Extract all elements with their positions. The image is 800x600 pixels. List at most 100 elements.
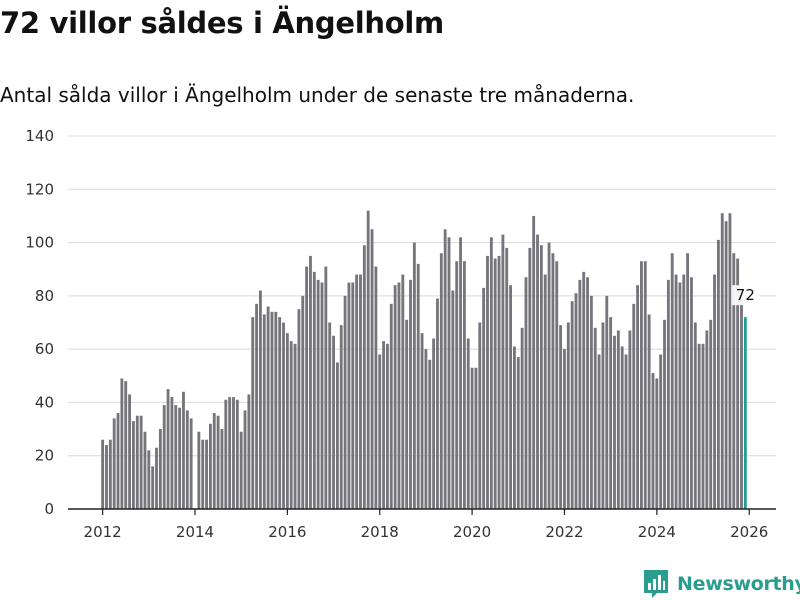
chart-subtitle: Antal sålda villor i Ängelholm under de … — [0, 83, 635, 107]
bar — [282, 322, 285, 509]
x-tick-label: 2026 — [730, 523, 768, 541]
bar — [216, 415, 220, 509]
bar — [320, 282, 324, 509]
bar — [301, 295, 305, 509]
y-tick-label: 140 — [25, 127, 54, 145]
bar — [255, 303, 259, 509]
bar — [482, 287, 486, 509]
bar — [262, 314, 266, 509]
bar — [228, 397, 232, 509]
bar — [678, 282, 682, 509]
bar — [597, 354, 601, 509]
y-tick-label: 60 — [35, 340, 54, 358]
bar — [412, 242, 416, 510]
bar — [124, 381, 128, 509]
bar — [509, 285, 513, 509]
bar — [382, 341, 386, 509]
bar — [443, 229, 447, 509]
bar — [359, 274, 362, 509]
bar — [651, 373, 655, 509]
bar — [266, 306, 270, 509]
bar — [285, 333, 289, 509]
bar — [620, 346, 624, 509]
y-axis-labels: 0 20 40 60 80 100 120 140 — [25, 127, 54, 518]
bar — [324, 266, 328, 509]
bar — [697, 343, 701, 509]
bar — [120, 378, 124, 509]
bar — [182, 391, 185, 509]
bar — [586, 277, 589, 509]
bar — [593, 327, 597, 509]
bar — [505, 247, 509, 509]
bar — [455, 261, 459, 509]
bar — [516, 357, 520, 509]
bar — [451, 290, 455, 509]
bar — [693, 322, 697, 509]
bar — [274, 311, 278, 509]
bar — [220, 429, 224, 509]
bar — [643, 261, 647, 509]
x-axis-ticks: 2012 2014 2016 2018 2020 2022 2024 2026 — [84, 509, 768, 541]
x-tick-label: 2012 — [84, 523, 122, 541]
brand-name: Newsworthy — [677, 573, 800, 595]
bar — [155, 447, 158, 509]
bar — [347, 282, 351, 509]
bar — [609, 317, 613, 509]
bar — [701, 343, 705, 509]
bar — [655, 378, 659, 509]
bar — [470, 367, 474, 509]
bar — [201, 439, 205, 509]
bar — [328, 322, 332, 509]
x-tick-label: 2014 — [176, 523, 214, 541]
bar — [428, 359, 432, 509]
bars — [101, 210, 747, 510]
bar — [101, 439, 105, 509]
bar — [439, 253, 443, 509]
bar — [178, 407, 182, 509]
bar — [243, 410, 247, 509]
bar — [520, 327, 524, 509]
bar — [613, 335, 616, 509]
highlight-annotation: 72 — [731, 285, 760, 306]
bar — [536, 234, 539, 510]
bar — [489, 237, 493, 509]
bar — [174, 405, 178, 509]
bar — [582, 271, 586, 509]
bar — [528, 247, 532, 509]
bar — [316, 279, 320, 509]
bar — [147, 450, 151, 509]
bar — [189, 418, 193, 509]
bar — [166, 389, 170, 509]
bar — [605, 295, 609, 509]
bar — [555, 261, 559, 509]
highlight-label-bg — [731, 285, 760, 306]
bar — [716, 239, 720, 509]
bar — [259, 290, 262, 509]
bar — [574, 293, 578, 509]
bar — [139, 415, 143, 509]
bar — [247, 394, 251, 509]
y-tick-label: 100 — [25, 234, 54, 252]
bar — [570, 301, 574, 509]
bar — [447, 237, 451, 509]
bar — [335, 362, 339, 509]
chart-title: 72 villor såldes i Ängelholm — [0, 6, 444, 40]
bar — [663, 319, 666, 509]
newsworthy-logo[interactable]: Newsworthy — [643, 568, 800, 600]
bar — [686, 253, 690, 509]
bar — [547, 242, 551, 510]
bar — [170, 397, 174, 509]
bar — [343, 295, 347, 509]
bar — [305, 266, 309, 509]
bar — [420, 333, 424, 509]
x-tick-label: 2024 — [638, 523, 676, 541]
bar — [459, 237, 462, 509]
bar — [339, 325, 343, 509]
bar — [543, 274, 547, 509]
bar — [116, 413, 120, 509]
bar — [424, 349, 428, 509]
bar — [578, 279, 582, 509]
bar — [532, 215, 536, 509]
bar — [289, 341, 293, 509]
